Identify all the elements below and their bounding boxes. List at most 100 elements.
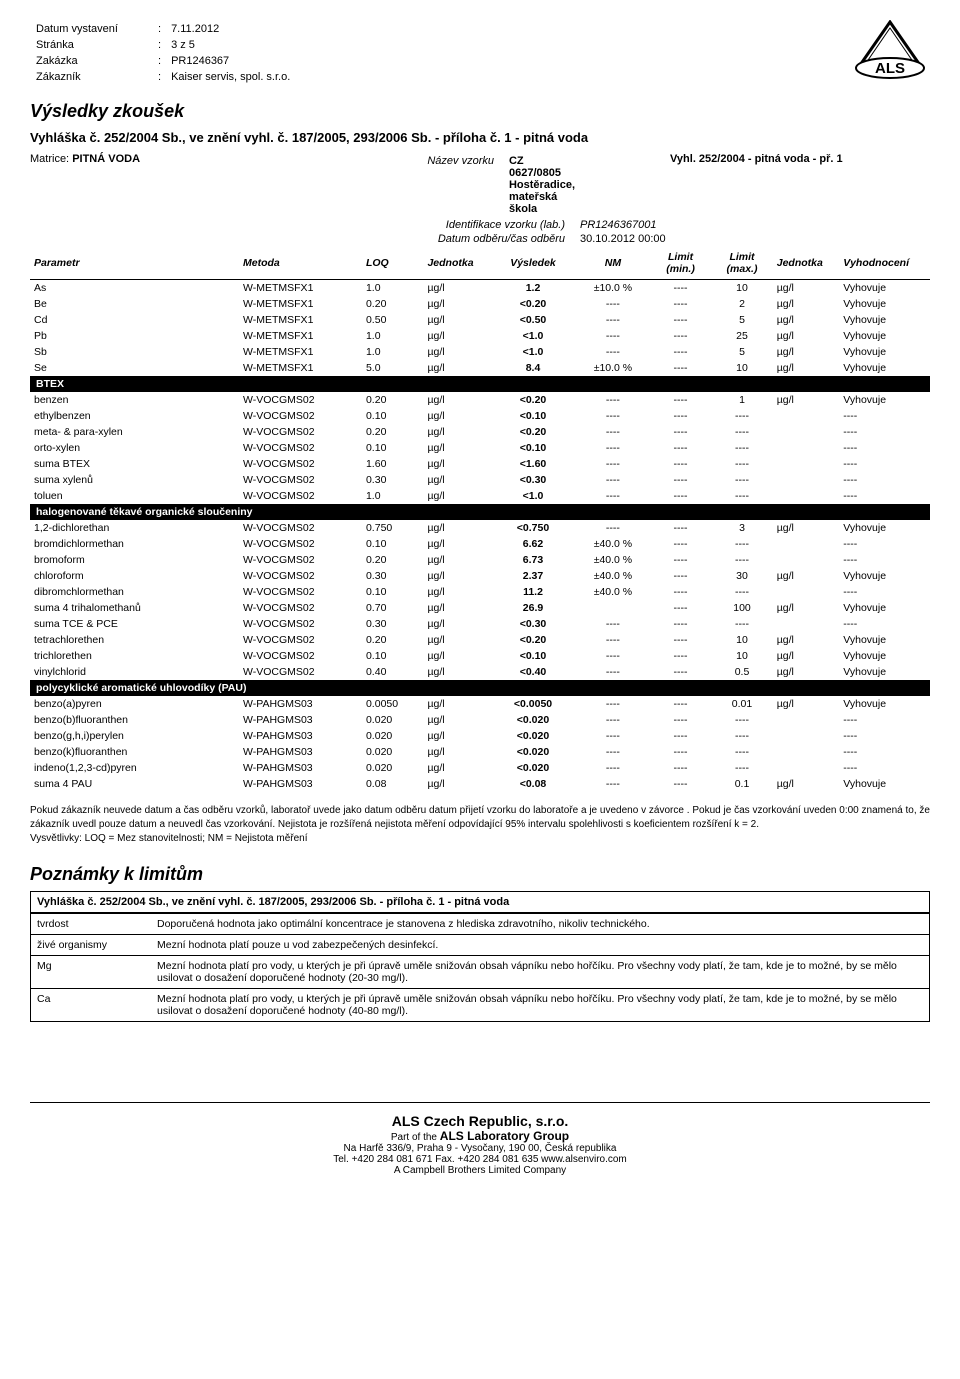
- cell-eval: ----: [839, 712, 930, 728]
- cell-nm: ±40.0 %: [576, 584, 650, 600]
- table-row: suma xylenůW-VOCGMS020.30µg/l<0.30------…: [30, 472, 930, 488]
- cell-loq: 0.30: [362, 472, 423, 488]
- header-colon: :: [154, 22, 165, 36]
- cell-max: ----: [711, 712, 772, 728]
- cell-result: <1.0: [490, 488, 576, 504]
- cell-min: ----: [650, 328, 711, 344]
- cell-nm: ----: [576, 344, 650, 360]
- cell-loq: 0.50: [362, 312, 423, 328]
- cell-nm: ----: [576, 648, 650, 664]
- cell-unit: µg/l: [423, 360, 490, 376]
- cell-unit2: µg/l: [773, 328, 840, 344]
- table-row: bromoformW-VOCGMS020.20µg/l6.73±40.0 %--…: [30, 552, 930, 568]
- cell-param: toluen: [30, 488, 239, 504]
- cell-nm: ----: [576, 312, 650, 328]
- cell-nm: ----: [576, 616, 650, 632]
- cell-loq: 0.20: [362, 552, 423, 568]
- cell-result: 1.2: [490, 280, 576, 297]
- cell-nm: ----: [576, 776, 650, 792]
- cell-eval: ----: [839, 456, 930, 472]
- cell-eval: ----: [839, 760, 930, 776]
- cell-eval: ----: [839, 424, 930, 440]
- cell-param: orto-xylen: [30, 440, 239, 456]
- cell-unit: µg/l: [423, 312, 490, 328]
- cell-method: W-METMSFX1: [239, 344, 362, 360]
- table-row: tetrachlorethenW-VOCGMS020.20µg/l<0.20--…: [30, 632, 930, 648]
- cell-min: ----: [650, 408, 711, 424]
- header-label: Zákazník: [32, 70, 152, 84]
- cell-max: 100: [711, 600, 772, 616]
- note-key: Ca: [31, 989, 151, 1022]
- cell-loq: 1.0: [362, 280, 423, 297]
- cell-param: vinylchlorid: [30, 664, 239, 680]
- cell-max: 30: [711, 568, 772, 584]
- header-colon: :: [154, 70, 165, 84]
- cell-unit2: [773, 760, 840, 776]
- cell-loq: 5.0: [362, 360, 423, 376]
- disclaimer: Pokud zákazník neuvede datum a čas odběr…: [30, 804, 930, 846]
- cell-max: 25: [711, 328, 772, 344]
- cell-min: ----: [650, 760, 711, 776]
- col-eval: Vyhodnocení: [839, 249, 930, 280]
- cell-param: As: [30, 280, 239, 297]
- cell-method: W-VOCGMS02: [239, 568, 362, 584]
- notes-box: Vyhláška č. 252/2004 Sb., ve znění vyhl.…: [30, 891, 930, 1022]
- cell-result: <0.30: [490, 616, 576, 632]
- cell-unit2: [773, 440, 840, 456]
- cell-method: W-VOCGMS02: [239, 520, 362, 536]
- cell-unit2: [773, 712, 840, 728]
- cell-min: ----: [650, 616, 711, 632]
- note-key: Mg: [31, 956, 151, 989]
- cell-unit2: [773, 456, 840, 472]
- cell-max: ----: [711, 472, 772, 488]
- cell-eval: ----: [839, 744, 930, 760]
- col-nm: NM: [576, 249, 650, 280]
- cell-nm: ----: [576, 520, 650, 536]
- col-loq: LOQ: [362, 249, 423, 280]
- cell-param: bromoform: [30, 552, 239, 568]
- cell-min: ----: [650, 360, 711, 376]
- cell-max: 0.5: [711, 664, 772, 680]
- cell-result: <0.020: [490, 712, 576, 728]
- cell-eval: Vyhovuje: [839, 312, 930, 328]
- cell-nm: ±40.0 %: [576, 568, 650, 584]
- cell-unit: µg/l: [423, 584, 490, 600]
- cell-eval: Vyhovuje: [839, 648, 930, 664]
- cell-unit: µg/l: [423, 696, 490, 712]
- cell-unit: µg/l: [423, 760, 490, 776]
- sample-id: PR1246367001: [580, 219, 690, 231]
- cell-eval: Vyhovuje: [839, 568, 930, 584]
- cell-result: <0.30: [490, 472, 576, 488]
- section-header: halogenované těkavé organické sloučeniny: [30, 504, 930, 520]
- table-row: benzo(g,h,i)perylenW-PAHGMS030.020µg/l<0…: [30, 728, 930, 744]
- cell-nm: ----: [576, 664, 650, 680]
- cell-min: ----: [650, 632, 711, 648]
- table-row: CdW-METMSFX10.50µg/l<0.50--------5µg/lVy…: [30, 312, 930, 328]
- cell-nm: ----: [576, 488, 650, 504]
- cell-unit2: µg/l: [773, 696, 840, 712]
- table-row: trichlorethenW-VOCGMS020.10µg/l<0.10----…: [30, 648, 930, 664]
- table-row: bromdichlormethanW-VOCGMS020.10µg/l6.62±…: [30, 536, 930, 552]
- cell-unit2: [773, 408, 840, 424]
- table-row: vinylchloridW-VOCGMS020.40µg/l<0.40-----…: [30, 664, 930, 680]
- cell-unit: µg/l: [423, 776, 490, 792]
- cell-method: W-PAHGMS03: [239, 776, 362, 792]
- cell-result: <0.0050: [490, 696, 576, 712]
- cell-param: chloroform: [30, 568, 239, 584]
- cell-max: 5: [711, 344, 772, 360]
- cell-loq: 0.020: [362, 760, 423, 776]
- disclaimer-p2: Vysvětlivky: LOQ = Mez stanovitelnosti; …: [30, 832, 930, 846]
- cell-param: benzo(b)fluoranthen: [30, 712, 239, 728]
- cell-min: ----: [650, 600, 711, 616]
- results-table: Parametr Metoda LOQ Jednotka Výsledek NM…: [30, 249, 930, 792]
- cell-eval: Vyhovuje: [839, 296, 930, 312]
- header-label: Datum vystavení: [32, 22, 152, 36]
- cell-unit: µg/l: [423, 616, 490, 632]
- cell-result: 6.62: [490, 536, 576, 552]
- table-row: indeno(1,2,3-cd)pyrenW-PAHGMS030.020µg/l…: [30, 760, 930, 776]
- cell-max: 10: [711, 632, 772, 648]
- footer-addr: Na Harfě 336/9, Praha 9 - Vysočany, 190 …: [30, 1143, 930, 1154]
- cell-loq: 0.750: [362, 520, 423, 536]
- cell-eval: ----: [839, 536, 930, 552]
- cell-min: ----: [650, 584, 711, 600]
